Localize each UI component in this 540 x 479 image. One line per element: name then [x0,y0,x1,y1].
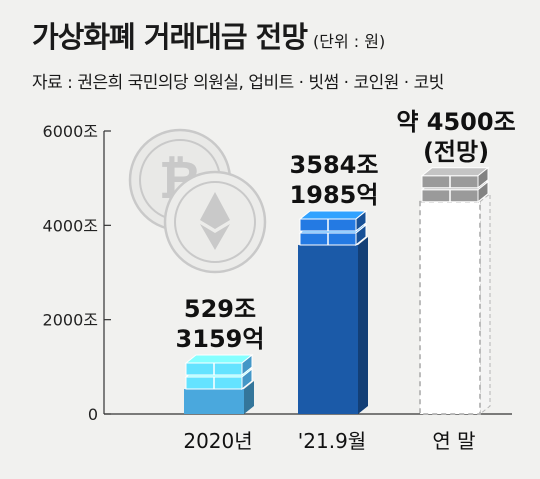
money-stack-top [420,167,490,177]
data-label: (전망) [423,138,489,166]
bars [184,166,491,416]
bar-side [358,236,368,414]
chart-title-text: 가상화폐 거래대금 전망 [32,20,308,54]
bar-front [184,389,244,414]
chart-title: 가상화폐 거래대금 전망 (단위 : 원) [32,14,385,56]
money-stack-top [298,210,368,220]
data-label: 3159억 [176,325,265,353]
category-label: 2020년 [183,429,252,453]
ethereum-glyph-top [200,192,230,229]
source-note: 자료 : 권은희 국민의당 의원실, 업비트 · 빗썸 · 코인원 · 코빗 [32,73,444,93]
category-label: '21.9월 [298,429,366,453]
y-tick-label: 6000조 [43,122,98,141]
bar-front [419,200,481,415]
money-stack-top [184,354,254,364]
category-label: 연 말 [432,429,475,453]
data-label: 약 4500조 [396,108,515,136]
money-stack-side [355,223,367,246]
bar-front [298,244,358,414]
y-tick-label: 0 [88,405,98,424]
data-label: 1985억 [290,181,379,209]
ethereum-coin-icon [163,170,267,274]
money-stack-side [355,209,367,232]
money-stack-side [477,166,489,189]
money-stack-side [241,367,253,391]
unit-label: (단위 : 원) [313,32,386,51]
bar-side [244,381,254,414]
bar [184,353,254,414]
money-stack-side [241,353,253,377]
ethereum-coin-inner [174,181,256,263]
data-label: 3584조 [290,151,379,179]
bar [298,209,368,414]
bar-side [479,192,491,416]
data-label: 529조 [184,295,256,323]
money-stack-side [477,180,489,203]
coin-icons: ₿ [128,128,267,274]
y-tick-label: 4000조 [43,216,98,235]
y-tick-label: 2000조 [43,311,98,330]
bar [419,166,491,416]
ethereum-glyph-bottom [200,224,230,250]
